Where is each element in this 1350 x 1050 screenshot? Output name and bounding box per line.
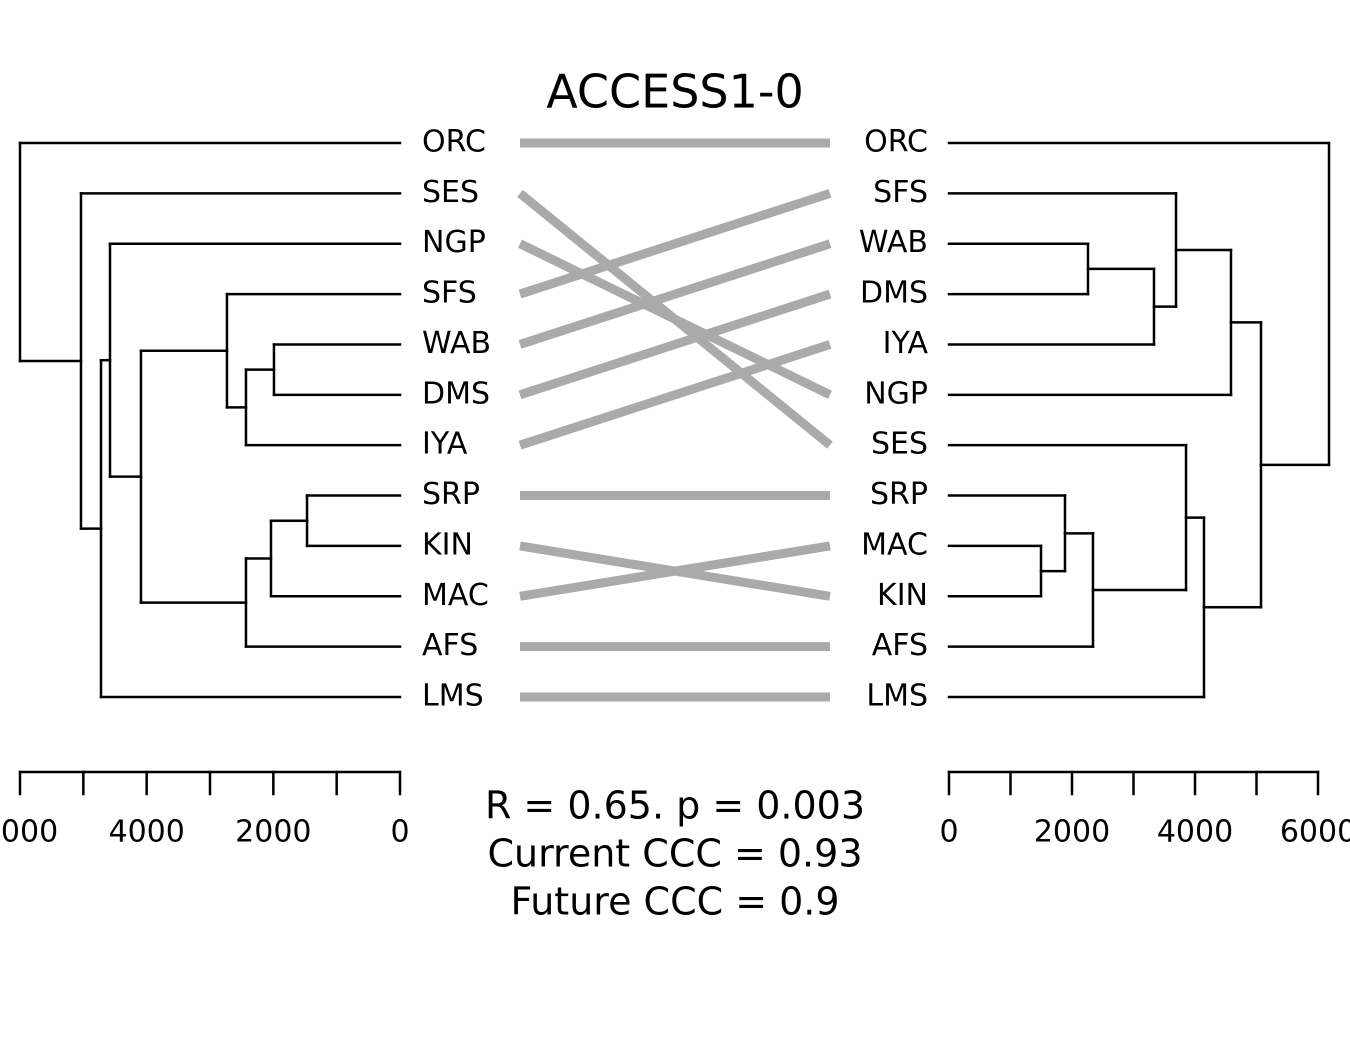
chart-title: ACCESS1-0 (546, 65, 804, 119)
leaf-label: SRP (422, 477, 480, 512)
tangle-connector (518, 189, 832, 299)
leaf-label: WAB (859, 225, 928, 260)
leaf-label: SRP (870, 477, 928, 512)
leaf-label: LMS (422, 679, 484, 714)
leaf-label: WAB (422, 326, 491, 361)
tangle-connector (519, 541, 831, 601)
x-tick-label: 0 (939, 815, 958, 850)
leaf-label: SFS (873, 175, 928, 210)
leaf-label: IYA (422, 427, 468, 462)
leaf-label: KIN (422, 527, 473, 562)
x-tick-label: 4000 (1157, 815, 1233, 850)
leaf-label: NGP (864, 376, 928, 411)
leaf-label: ORC (422, 125, 486, 160)
x-tick-label: 6000 (0, 815, 58, 850)
leaf-label: AFS (872, 628, 928, 663)
leaf-label: SES (422, 175, 479, 210)
leaf-label: DMS (860, 276, 928, 311)
x-tick-label: 2000 (235, 815, 311, 850)
leaf-label: SFS (422, 276, 477, 311)
leaf-label: ORC (864, 125, 928, 160)
annotation: R = 0.65. p = 0.003 (485, 784, 865, 828)
leaf-label: AFS (422, 628, 478, 663)
leaf-label: SES (871, 427, 928, 462)
x-tick-label: 6000 (1280, 815, 1350, 850)
tangle-connector (518, 239, 832, 349)
x-tick-label: 2000 (1034, 815, 1110, 850)
leaf-label: MAC (422, 578, 489, 613)
x-tick-label: 4000 (108, 815, 184, 850)
tangle-connector (518, 289, 832, 400)
tangle-connector (518, 239, 832, 399)
x-tick-label: 0 (390, 815, 409, 850)
annotation: Future CCC = 0.9 (510, 880, 839, 924)
leaf-label: NGP (422, 225, 486, 260)
leaf-label: MAC (861, 527, 928, 562)
leaf-label: IYA (883, 326, 929, 361)
tangle-connector (518, 340, 832, 450)
leaf-label: DMS (422, 376, 490, 411)
leaf-label: KIN (877, 578, 928, 613)
annotation: Current CCC = 0.93 (487, 832, 862, 876)
leaf-label: LMS (866, 679, 928, 714)
